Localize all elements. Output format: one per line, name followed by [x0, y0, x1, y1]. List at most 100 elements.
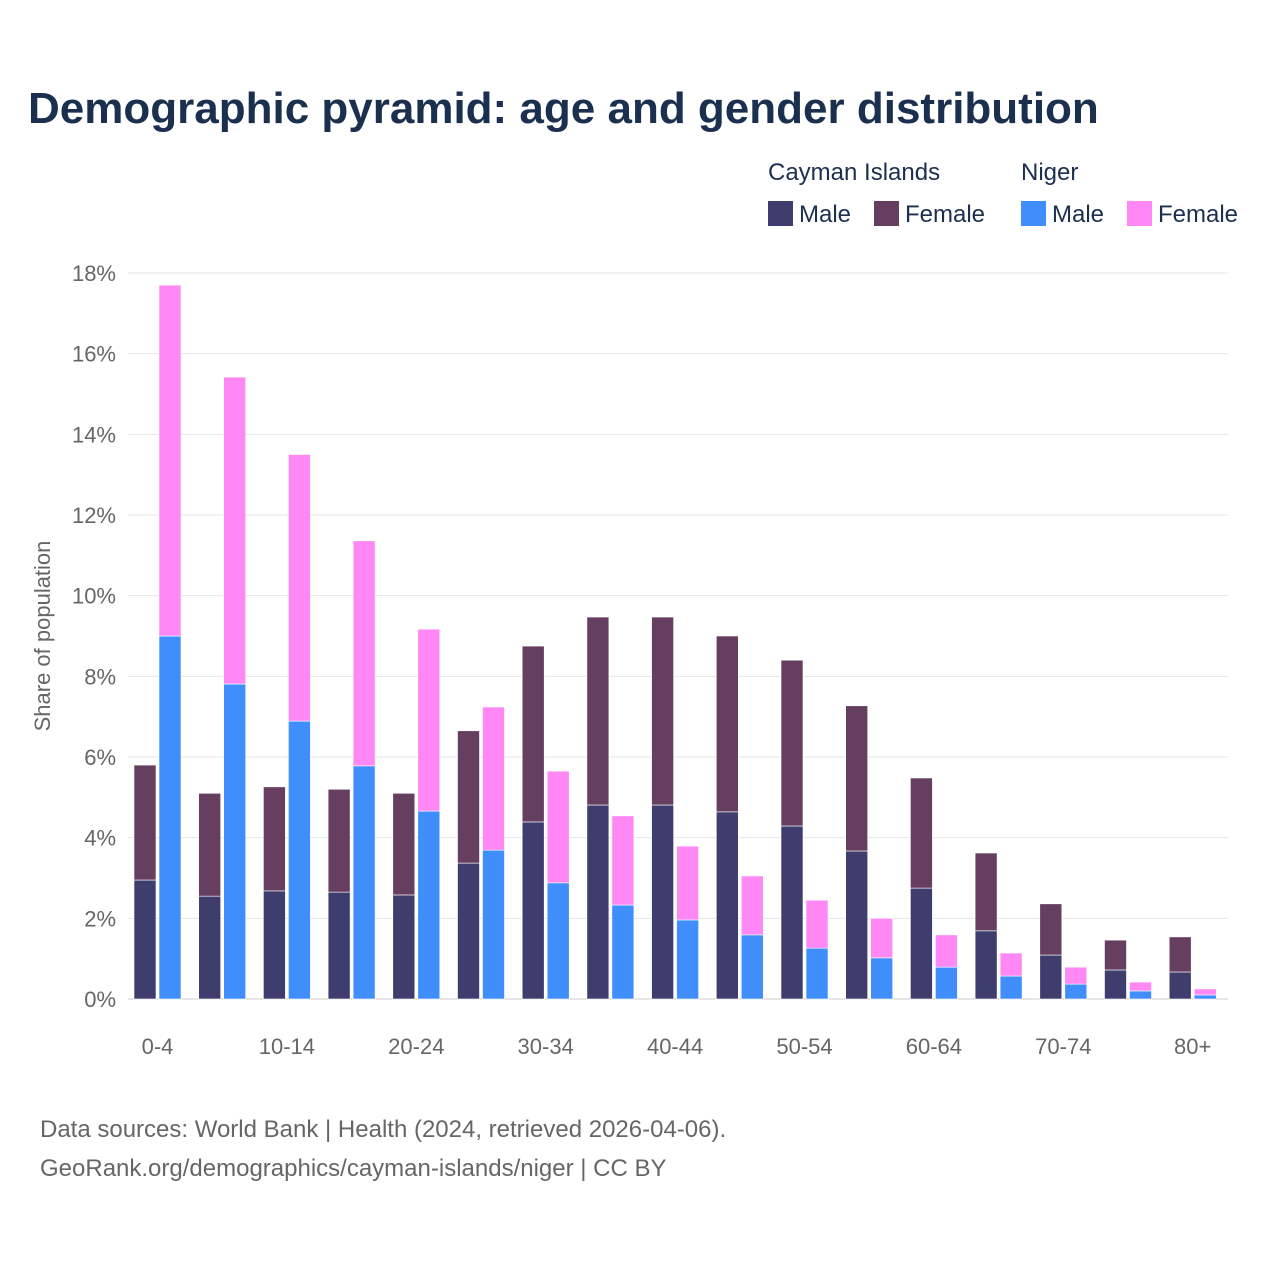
y-tick-label: 0% — [84, 987, 116, 1012]
bar-niger-female-60-64 — [935, 934, 958, 968]
bar-niger-male-80+ — [1193, 994, 1217, 1000]
bar-niger-male-35-39 — [611, 904, 635, 1000]
bar-niger-female-30-34 — [546, 770, 570, 884]
bar-niger-female-10-14 — [288, 454, 311, 722]
y-axis-label: Share of population — [30, 541, 55, 732]
bar-cayman-islands-male-70-74 — [1039, 954, 1063, 1000]
bar-niger-male-20-24 — [417, 810, 441, 1000]
bar-niger-female-25-29 — [482, 706, 505, 851]
source-url: GeoRank.org/demographics/cayman-islands/… — [40, 1155, 667, 1182]
bar-cayman-islands-female-25-29 — [457, 730, 480, 864]
bar-niger-male-0-4 — [158, 635, 182, 1000]
x-tick-label: 70-74 — [1035, 1034, 1091, 1059]
y-tick-label: 14% — [72, 422, 116, 447]
legend-label-male: Male — [799, 201, 851, 228]
bar-cayman-islands-male-35-39 — [586, 804, 610, 1000]
bar-cayman-islands-male-55-59 — [845, 850, 869, 1000]
bar-niger-female-0-4 — [158, 284, 182, 637]
bar-cayman-islands-female-60-64 — [910, 777, 933, 889]
legend-swatch-female — [874, 201, 899, 226]
bar-cayman-islands-male-60-64 — [910, 887, 933, 1000]
bar-niger-female-75-79 — [1129, 981, 1152, 992]
legend-label-male: Male — [1052, 201, 1104, 228]
bar-cayman-islands-female-5-9 — [198, 792, 221, 897]
bar-cayman-islands-male-65-69 — [974, 930, 998, 1000]
bar-niger-male-60-64 — [935, 966, 958, 1000]
bar-niger-male-45-49 — [740, 934, 764, 1000]
bar-niger-male-65-69 — [999, 975, 1023, 1000]
legend-swatch-male — [768, 201, 793, 226]
x-tick-label: 80+ — [1174, 1034, 1211, 1059]
source-text: Data sources: World Bank | Health (2024,… — [40, 1116, 727, 1143]
chart-title: Demographic pyramid: age and gender dist… — [28, 84, 1099, 133]
bar-cayman-islands-female-70-74 — [1039, 903, 1063, 956]
bar-niger-female-50-54 — [805, 899, 829, 949]
bar-cayman-islands-male-20-24 — [392, 894, 416, 1000]
bar-cayman-islands-male-0-4 — [133, 879, 157, 1000]
bar-niger-female-40-44 — [676, 845, 699, 921]
bar-niger-female-65-69 — [999, 952, 1023, 977]
y-tick-label: 12% — [72, 503, 116, 528]
bar-cayman-islands-male-10-14 — [263, 890, 286, 1000]
bar-niger-male-75-79 — [1129, 990, 1152, 1000]
y-tick-label: 8% — [84, 664, 116, 689]
bar-niger-female-80+ — [1193, 988, 1217, 996]
y-tick-label: 2% — [84, 906, 116, 931]
bar-cayman-islands-male-25-29 — [457, 862, 480, 1000]
y-tick-label: 6% — [84, 745, 116, 770]
y-tick-label: 10% — [72, 584, 116, 609]
legend-swatch-female — [1127, 201, 1152, 226]
legend-label-female: Female — [905, 201, 985, 228]
bar-cayman-islands-female-40-44 — [651, 616, 674, 806]
bar-niger-male-40-44 — [676, 919, 699, 1000]
bar-niger-female-35-39 — [611, 815, 635, 906]
x-tick-label: 0-4 — [142, 1034, 174, 1059]
bar-cayman-islands-male-30-34 — [521, 821, 545, 1000]
x-tick-label: 10-14 — [259, 1034, 315, 1059]
bar-niger-male-25-29 — [482, 849, 505, 1000]
bar-cayman-islands-male-75-79 — [1104, 969, 1127, 1000]
bar-cayman-islands-female-20-24 — [392, 792, 416, 896]
bar-niger-male-10-14 — [288, 720, 311, 1000]
bar-niger-female-5-9 — [223, 376, 246, 685]
bar-niger-female-15-19 — [352, 540, 376, 767]
x-tick-label: 50-54 — [776, 1034, 832, 1059]
bar-niger-female-20-24 — [417, 628, 441, 812]
y-tick-label: 4% — [84, 826, 116, 851]
x-tick-label: 60-64 — [906, 1034, 962, 1059]
bar-cayman-islands-female-15-19 — [327, 788, 351, 893]
bar-cayman-islands-male-5-9 — [198, 895, 221, 1000]
legend-swatch-male — [1021, 201, 1046, 226]
bar-niger-female-70-74 — [1064, 966, 1088, 985]
bar-cayman-islands-female-45-49 — [715, 635, 739, 813]
bar-niger-female-55-59 — [870, 918, 894, 959]
bar-cayman-islands-female-50-54 — [780, 659, 804, 827]
bar-niger-male-55-59 — [870, 957, 894, 1000]
bar-niger-male-5-9 — [223, 683, 246, 1000]
bar-niger-female-45-49 — [740, 875, 764, 936]
bar-niger-male-50-54 — [805, 947, 829, 1000]
bar-cayman-islands-female-0-4 — [133, 764, 157, 881]
bar-cayman-islands-female-30-34 — [521, 645, 545, 823]
bar-cayman-islands-male-40-44 — [651, 804, 674, 1000]
y-tick-label: 16% — [72, 342, 116, 367]
bar-niger-male-15-19 — [352, 765, 376, 1000]
x-tick-label: 30-34 — [518, 1034, 574, 1059]
bar-cayman-islands-female-65-69 — [974, 852, 998, 932]
legend-label-female: Female — [1158, 201, 1238, 228]
bar-cayman-islands-female-80+ — [1168, 936, 1192, 973]
x-tick-label: 40-44 — [647, 1034, 703, 1059]
legend-group-title: Niger — [1021, 159, 1078, 186]
bar-cayman-islands-female-35-39 — [586, 616, 610, 806]
bar-cayman-islands-male-15-19 — [327, 891, 351, 1000]
bar-cayman-islands-female-55-59 — [845, 705, 869, 852]
bar-cayman-islands-male-50-54 — [780, 825, 804, 1000]
bar-niger-male-70-74 — [1064, 983, 1088, 1000]
bar-niger-male-30-34 — [546, 882, 570, 1000]
bar-cayman-islands-female-10-14 — [263, 786, 286, 892]
bar-cayman-islands-female-75-79 — [1104, 939, 1127, 971]
bar-cayman-islands-male-80+ — [1168, 971, 1192, 1000]
legend-group-title: Cayman Islands — [768, 159, 940, 186]
bar-cayman-islands-male-45-49 — [715, 811, 739, 1000]
